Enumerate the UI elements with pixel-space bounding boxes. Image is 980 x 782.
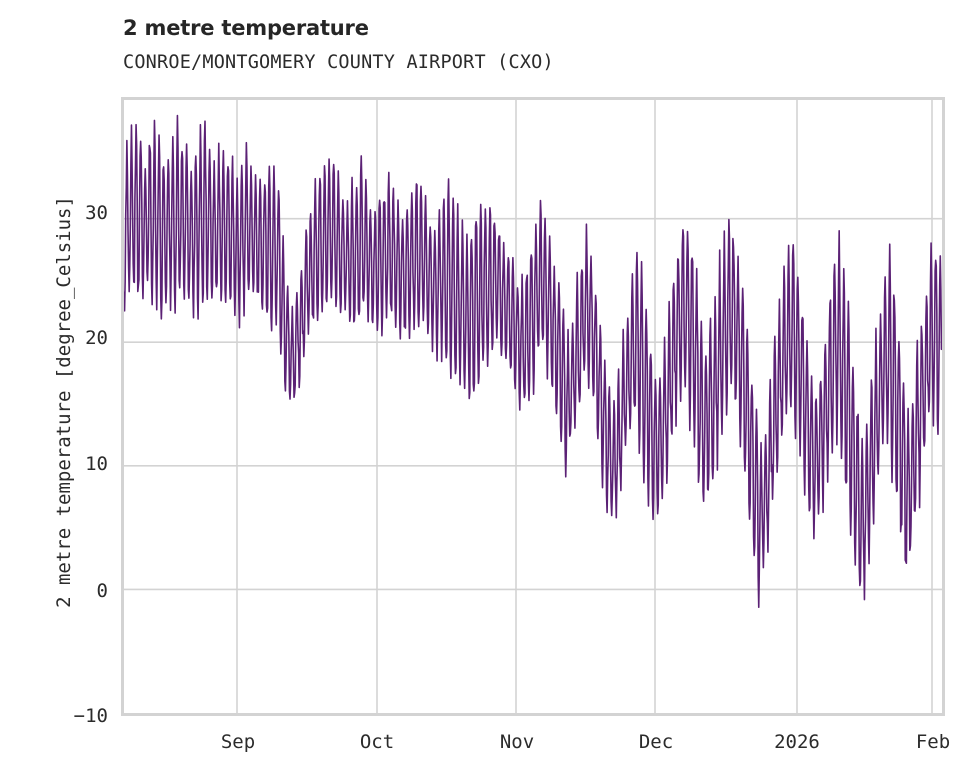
y-tick-neg10: −10 — [73, 705, 108, 727]
x-tick-oct: Oct — [359, 731, 395, 753]
x-tick-dec: Dec — [638, 731, 674, 753]
y-tick-0: 0 — [96, 580, 108, 602]
y-tick-10: 10 — [85, 453, 108, 475]
y-axis-tick-labels: 30 20 10 0 −10 — [40, 0, 108, 782]
x-tick-feb: Feb — [915, 731, 951, 753]
y-tick-30: 30 — [85, 202, 108, 224]
x-tick-2026: 2026 — [774, 731, 820, 753]
y-tick-20: 20 — [85, 327, 108, 349]
x-tick-sep: Sep — [220, 731, 256, 753]
chart-subtitle: CONROE/MONTGOMERY COUNTY AIRPORT (CXO) — [123, 52, 554, 73]
x-tick-nov: Nov — [499, 731, 535, 753]
chart-title: 2 metre temperature — [123, 16, 369, 40]
plot-area — [121, 97, 945, 716]
temperature-line — [124, 114, 942, 609]
plot-inner — [124, 100, 942, 713]
temperature-series-plot — [124, 100, 942, 713]
